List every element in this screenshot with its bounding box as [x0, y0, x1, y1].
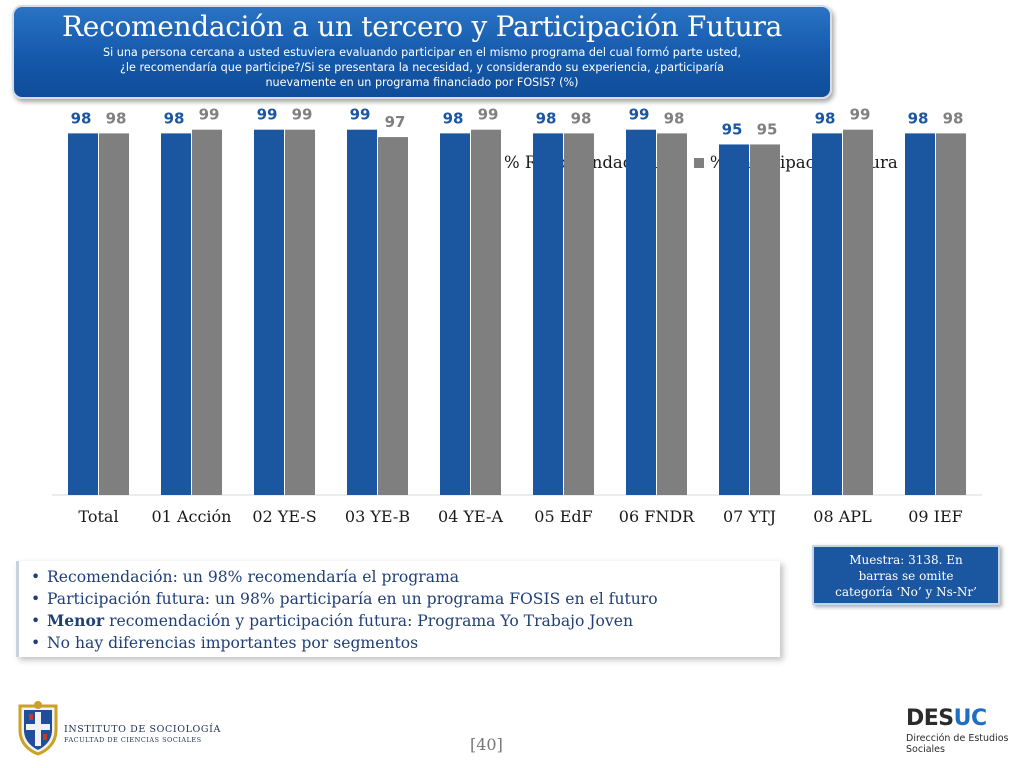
finding-text: No hay diferencias importantes por segme… — [47, 634, 419, 652]
sample-line: barras se omite — [858, 569, 954, 583]
title-banner: Recomendación a un tercero y Participaci… — [12, 5, 832, 99]
finding-text: Recomendación: un 98% recomendaría el pr… — [47, 568, 460, 586]
data-label: 95 — [757, 120, 778, 138]
bar-participacion — [657, 133, 687, 495]
data-label: 98 — [908, 109, 929, 127]
bar-recomendacion — [626, 129, 656, 495]
finding-item: Participación futura: un 98% participarí… — [31, 588, 772, 610]
institute-name: INSTITUTO DE SOCIOLOGÍA FACULTAD DE CIEN… — [64, 724, 221, 744]
data-label: 98 — [571, 109, 592, 127]
data-label: 97 — [385, 113, 406, 131]
finding-item: No hay diferencias importantes por segme… — [31, 632, 772, 654]
bar-participacion — [936, 133, 966, 495]
data-label: 99 — [199, 106, 220, 124]
bar-recomendacion — [905, 133, 935, 495]
data-label: 99 — [350, 106, 371, 124]
bar-recomendacion — [812, 133, 842, 495]
institute-line: INSTITUTO DE SOCIOLOGÍA — [64, 724, 221, 735]
bar-participacion — [750, 144, 780, 495]
data-label: 98 — [106, 109, 127, 127]
page-number: [40] — [470, 735, 503, 754]
subtitle-line: ¿le recomendaría que participe?/Si se pr… — [119, 61, 725, 74]
finding-item: Recomendación: un 98% recomendaría el pr… — [31, 566, 772, 588]
finding-emphasis: Menor — [47, 611, 105, 630]
x-tick-label: 03 YE-B — [345, 507, 410, 526]
desuc-uc: UC — [953, 706, 988, 731]
finding-text: Participación futura: un 98% participarí… — [47, 590, 658, 608]
desuc-subtitle: Dirección de Estudios Sociales — [906, 733, 1008, 755]
legend-swatch-participacion — [693, 157, 704, 168]
data-label: 98 — [664, 109, 685, 127]
bar-participacion — [378, 137, 408, 495]
data-label: 99 — [478, 106, 499, 124]
x-tick-label: 04 YE-A — [438, 507, 503, 526]
bar-recomendacion — [161, 133, 191, 495]
bar-participacion — [285, 129, 315, 495]
subtitle-line: Si una persona cercana a usted estuviera… — [102, 46, 741, 59]
university-crest-icon — [18, 701, 58, 756]
desuc-logo: DESUC Dirección de Estudios Sociales — [906, 708, 1008, 756]
bar-recomendacion — [533, 133, 563, 495]
finding-item: Menor recomendación y participación futu… — [31, 610, 772, 632]
x-tick-label: 09 IEF — [908, 507, 963, 526]
findings-list: Recomendación: un 98% recomendaría el pr… — [31, 566, 772, 654]
bar-participacion — [192, 129, 222, 495]
desuc-wordmark: DESUC — [906, 708, 1008, 730]
slide-title: Recomendación a un tercero y Participaci… — [62, 10, 782, 43]
bar-recomendacion — [347, 129, 377, 495]
sample-line: categoría ‘No’ y Ns-Nr’ — [835, 585, 977, 599]
bar-recomendacion — [254, 129, 284, 495]
data-label: 98 — [71, 109, 92, 127]
x-tick-label: 08 APL — [813, 507, 872, 526]
faculty-line: FACULTAD DE CIENCIAS SOCIALES — [64, 736, 202, 744]
data-label: 98 — [164, 109, 185, 127]
finding-text: recomendación y participación futura: Pr… — [104, 612, 634, 630]
x-tick-label: 02 YE-S — [252, 507, 316, 526]
data-label: 98 — [815, 109, 836, 127]
x-tick-label: 06 FNDR — [619, 507, 695, 526]
x-tick-label: Total — [78, 507, 118, 526]
data-label: 99 — [629, 106, 650, 124]
desuc-sub-line: Sociales — [906, 744, 945, 755]
bar-chart: 98 98 Total 98 99 01 Acción 99 99 02 YE-S 99 97 03 … — [52, 106, 982, 526]
data-label: 98 — [943, 109, 964, 127]
data-label: 99 — [850, 106, 871, 124]
desuc-des: DES — [906, 706, 954, 731]
bar-participacion — [471, 129, 501, 495]
x-tick-label: 01 Acción — [152, 507, 232, 526]
sample-line: Muestra: 3138. En — [849, 553, 963, 567]
bar-recomendacion — [719, 144, 749, 495]
findings-box: Recomendación: un 98% recomendaría el pr… — [16, 561, 780, 657]
data-label: 98 — [443, 109, 464, 127]
bar-participacion — [99, 133, 129, 495]
data-label: 99 — [292, 106, 313, 124]
subtitle-line: nuevamente en un programa financiado por… — [265, 76, 579, 89]
x-tick-label: 05 EdF — [534, 507, 592, 526]
slide-subtitle: Si una persona cercana a usted estuviera… — [14, 45, 830, 90]
data-label: 98 — [536, 109, 557, 127]
desuc-sub-line: Dirección de Estudios — [906, 733, 1009, 744]
bar-recomendacion — [68, 133, 98, 495]
x-tick-label: 07 YTJ — [723, 507, 776, 526]
bar-recomendacion — [440, 133, 470, 495]
sample-note: Muestra: 3138. En barras se omite catego… — [812, 545, 1000, 605]
bar-participacion — [564, 133, 594, 495]
data-label: 99 — [257, 106, 278, 124]
bar-participacion — [843, 129, 873, 495]
data-label: 95 — [722, 120, 743, 138]
